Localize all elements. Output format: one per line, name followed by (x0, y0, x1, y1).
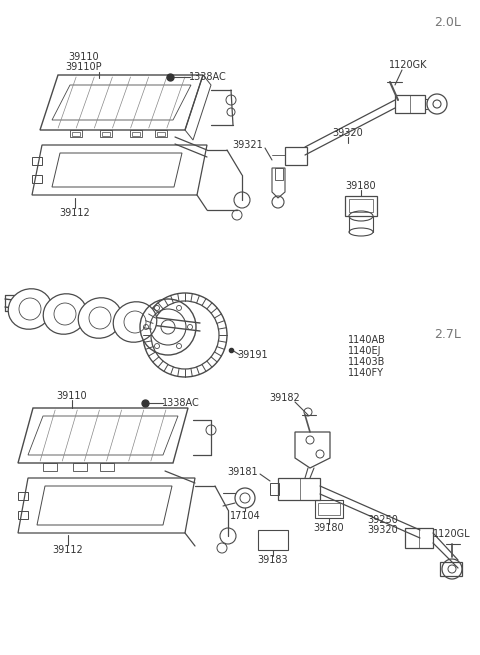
Bar (258, 530, 288, 550)
Text: 17104: 17104 (229, 511, 260, 521)
Bar (157, 132, 165, 136)
Bar (43, 463, 57, 471)
Bar (155, 130, 167, 137)
Bar (100, 463, 114, 471)
Bar (32, 175, 42, 183)
Ellipse shape (8, 289, 52, 329)
Text: 2.0L: 2.0L (434, 16, 461, 29)
Bar (18, 492, 28, 500)
Text: 39321: 39321 (232, 140, 263, 150)
Text: 39181: 39181 (228, 467, 258, 477)
Ellipse shape (113, 302, 157, 343)
Text: 39112: 39112 (53, 545, 84, 555)
Bar (73, 463, 87, 471)
Text: 1120GL: 1120GL (433, 529, 471, 539)
Text: 39320: 39320 (333, 128, 363, 138)
Text: 1338AC: 1338AC (162, 398, 200, 408)
Bar (275, 168, 283, 180)
Text: 39180: 39180 (346, 181, 376, 191)
Text: 1120GK: 1120GK (389, 60, 427, 70)
Text: 39180: 39180 (314, 523, 344, 533)
Bar (18, 511, 28, 519)
Text: 11403B: 11403B (348, 357, 385, 367)
Text: 39110P: 39110P (66, 62, 102, 72)
Ellipse shape (78, 298, 122, 338)
Bar (349, 199, 373, 212)
Bar (100, 130, 112, 137)
Ellipse shape (43, 293, 87, 334)
Text: 39182: 39182 (270, 393, 300, 403)
Bar (70, 130, 82, 137)
Bar (395, 95, 425, 113)
Bar (285, 147, 307, 165)
Bar (132, 132, 140, 136)
Text: 39183: 39183 (258, 555, 288, 565)
Bar (345, 196, 377, 216)
Text: 1140AB: 1140AB (348, 335, 386, 345)
Text: 39110: 39110 (57, 391, 87, 401)
Bar (270, 483, 279, 495)
Text: 1338AC: 1338AC (189, 72, 227, 82)
Text: 39250: 39250 (367, 515, 398, 525)
Bar (32, 157, 42, 165)
Text: 39320: 39320 (367, 525, 398, 535)
Text: 39112: 39112 (60, 208, 90, 218)
Bar (318, 503, 340, 515)
Text: 39191: 39191 (238, 350, 268, 360)
Bar (440, 562, 462, 576)
Bar (72, 132, 80, 136)
Bar (130, 130, 142, 137)
Text: 1140FY: 1140FY (348, 368, 384, 378)
Text: 1140EJ: 1140EJ (348, 346, 382, 356)
Bar (102, 132, 110, 136)
Bar (405, 528, 433, 548)
Text: 39110: 39110 (69, 52, 99, 62)
Bar (278, 478, 320, 500)
Bar (315, 500, 343, 518)
Text: 2.7L: 2.7L (434, 329, 461, 341)
